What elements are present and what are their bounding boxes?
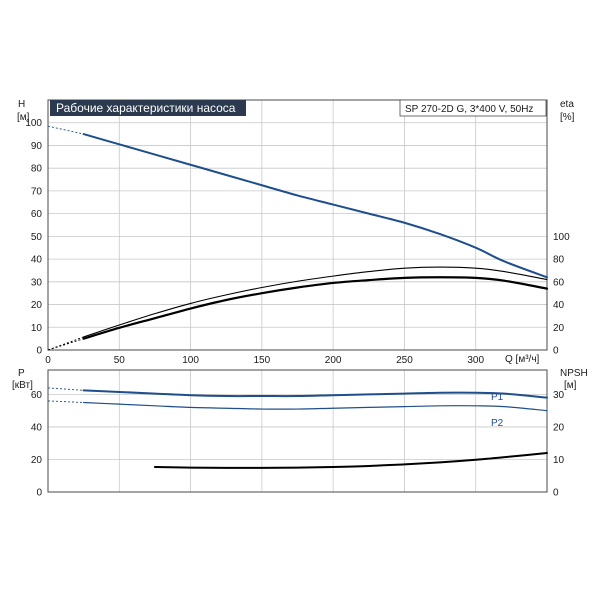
p-tick-label: 40 [31,422,43,433]
upper-curves [47,125,549,351]
npsh-tick-label: 10 [553,455,565,466]
upper-plot-frame [47,99,548,351]
x-tick-label: 300 [467,355,484,366]
q-axis-label: Q [м³/ч] [505,354,540,365]
eta-axis-label: eta [560,99,574,110]
eta-tick-label: 80 [553,255,565,266]
lower-grid [48,370,547,492]
eta-tick-label: 0 [553,346,559,357]
npsh-tick-label: 0 [553,488,559,499]
eta-axis-unit: [%] [560,112,575,123]
x-tick-label: 0 [45,355,51,366]
p2-extrapolation [47,400,84,403]
h-tick-label: 80 [31,164,43,175]
h-tick-label: 50 [31,232,43,243]
p1-extrapolation [47,387,84,391]
model-label: SP 270-2D G, 3*400 V, 50Hz [405,104,533,115]
p-tick-label: 20 [31,455,43,466]
h-tick-label: 20 [31,300,43,311]
npsh-tick-label: 30 [553,390,565,401]
lower-curves [47,387,548,469]
eta-tick-label: 40 [553,300,565,311]
npsh-axis-unit: [м] [564,380,577,391]
npsh-tick-label: 20 [553,422,565,433]
eta-tick-label: 100 [553,232,570,243]
npsh-axis-label: NPSH [560,368,588,379]
h-tick-label: 0 [36,346,42,357]
p2-series-label: P2 [491,418,504,429]
x-tick-label: 50 [114,355,126,366]
tick-labels: 0 50 100 150 200 250 3000102030405060708090100… [25,118,570,498]
x-tick-label: 150 [254,355,271,366]
npsh-curve [153,451,548,469]
p-tick-label: 0 [36,488,42,499]
h-tick-label: 30 [31,277,43,288]
h-extrapolation [47,125,84,135]
h-tick-label: 100 [25,118,42,129]
p1-series-label: P1 [491,392,504,403]
p-tick-label: 60 [31,390,43,401]
x-tick-label: 250 [396,355,413,366]
p-axis-unit: [кВт] [12,380,33,391]
chart-title-box [50,100,246,116]
h-curve [82,133,548,279]
lower-plot-frame [47,369,548,493]
h-axis-label: H [18,99,25,110]
p2-curve [83,401,548,412]
x-tick-label: 100 [182,355,199,366]
h-axis-unit: [м] [17,112,30,123]
model-box [399,99,547,117]
p-axis-label: P [18,368,25,379]
eta-tick-label: 60 [553,277,565,288]
eta-pump-extrapolation [47,336,84,351]
h-tick-label: 40 [31,255,43,266]
eta-total-curve [82,276,549,340]
h-tick-label: 10 [31,323,43,334]
p1-curve [82,389,548,399]
eta-tick-label: 20 [553,323,565,334]
h-tick-label: 70 [31,186,43,197]
h-tick-label: 90 [31,141,43,152]
x-tick-label: 200 [325,355,342,366]
eta-pump-curve [83,266,548,338]
chart-title: Рабочие характеристики насоса [56,101,236,115]
h-tick-label: 60 [31,209,43,220]
upper-grid [48,100,547,350]
